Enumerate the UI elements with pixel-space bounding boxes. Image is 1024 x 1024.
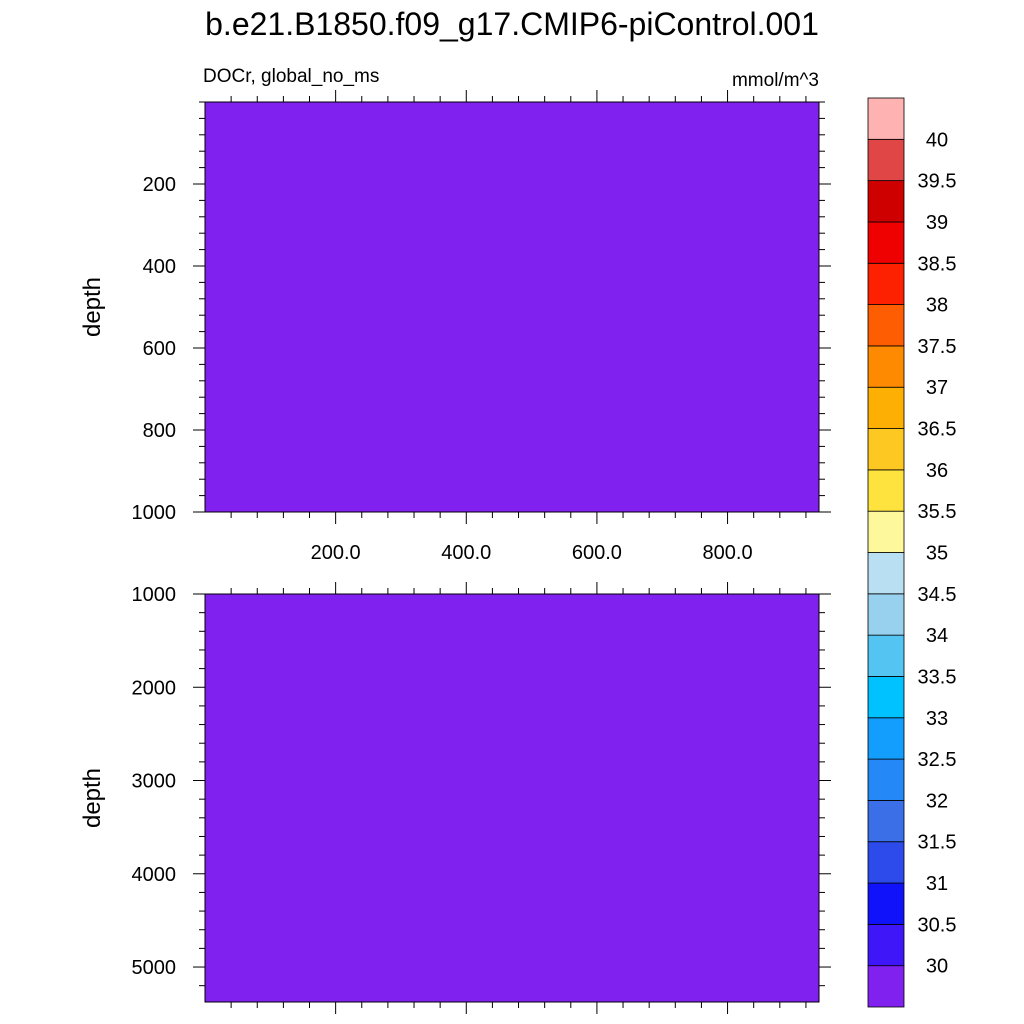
colorbar-label: 39.5: [918, 171, 957, 193]
x-tick-label: 200.0: [311, 542, 361, 564]
colorbar-label: 35: [926, 543, 948, 565]
colorbar-label: 31: [926, 873, 948, 895]
colorbar-label: 34: [926, 625, 948, 647]
lower-depth-panel: 1000 2000 3000 4000 5000 depth: [79, 582, 831, 1014]
y-tick-label: 400: [143, 256, 176, 278]
colorbar-label: 36: [926, 460, 948, 482]
y-tick-label: 800: [143, 420, 176, 442]
colorbar-label: 37: [926, 377, 948, 399]
units-label: mmol/m^3: [732, 70, 819, 91]
y-tick-label: 1000: [132, 502, 177, 524]
field-fill: [205, 102, 819, 512]
colorbar-label: 39: [926, 212, 948, 234]
colorbar-label: 30: [926, 956, 948, 978]
colorbar-swatch: [867, 180, 905, 223]
colorbar-swatch: [867, 97, 905, 140]
colorbar-label: 36.5: [918, 419, 957, 441]
chart-title: b.e21.B1850.f09_g17.CMIP6-piControl.001: [205, 6, 819, 42]
x-tick-label: 800.0: [703, 542, 753, 564]
colorbar-swatch: [867, 262, 905, 305]
y-tick-label: 200: [143, 174, 176, 196]
colorbar-label: 30.5: [918, 914, 957, 936]
colorbar-label: 40: [926, 129, 948, 151]
x-tick-label: 600.0: [572, 542, 622, 564]
colorbar-label: 34.5: [918, 584, 957, 606]
colorbar-swatch: [867, 345, 905, 388]
y-tick-label: 4000: [132, 864, 177, 886]
y-tick-label: 3000: [132, 771, 177, 793]
colorbar-swatch: [867, 428, 905, 471]
colorbar-label: 37.5: [918, 336, 957, 358]
colorbar-swatch: [867, 841, 905, 884]
plot-frame: [204, 101, 820, 513]
colorbar-label: 33: [926, 708, 948, 730]
colorbar-label: 31.5: [918, 832, 957, 854]
x-tick-label: 400.0: [441, 542, 491, 564]
y-tick-label: 2000: [132, 677, 177, 699]
colorbar-swatch: [867, 552, 905, 595]
colorbar-swatch: [867, 758, 905, 801]
colorbar-label: 35.5: [918, 501, 957, 523]
y-tick-label: 1000: [132, 584, 177, 606]
colorbar-swatch: [867, 717, 905, 760]
y-axis-label: depth: [79, 768, 106, 828]
colorbar-label: 38.5: [918, 253, 957, 275]
colorbar-swatch: [867, 221, 905, 264]
plot-frame: [204, 593, 820, 1003]
colorbar-swatch: [867, 138, 905, 182]
y-axis-label: depth: [79, 277, 106, 337]
y-tick-label: 600: [143, 338, 176, 360]
variable-label: DOCr, global_no_ms: [203, 66, 379, 87]
colorbar-label: 38: [926, 295, 948, 317]
colorbar-swatch: [867, 923, 905, 967]
colorbar-label: 32.5: [918, 749, 957, 771]
colorbar-swatch: [867, 386, 905, 429]
colorbar-swatch: [867, 304, 905, 347]
colorbar: 30 30.5 31 31.5 32 32.5 33 33.5 34 34.5 35 35.5 36 36…: [867, 97, 957, 1008]
colorbar-swatch: [867, 593, 905, 636]
colorbar-label: 33.5: [918, 666, 957, 688]
colorbar-swatch: [867, 510, 905, 553]
colorbar-swatch: [867, 800, 905, 843]
colorbar-swatch: [867, 965, 905, 1008]
colorbar-swatch: [867, 676, 905, 719]
field-fill: [205, 594, 819, 1002]
colorbar-label: 32: [926, 790, 948, 812]
colorbar-swatch: [867, 469, 905, 512]
upper-depth-panel: 200 400 600 800 1000 200.0 400.0 600.0 800.0 dept…: [79, 90, 831, 564]
colorbar-swatch: [867, 882, 905, 925]
colorbar-swatch: [867, 634, 905, 677]
y-tick-label: 5000: [132, 957, 177, 979]
